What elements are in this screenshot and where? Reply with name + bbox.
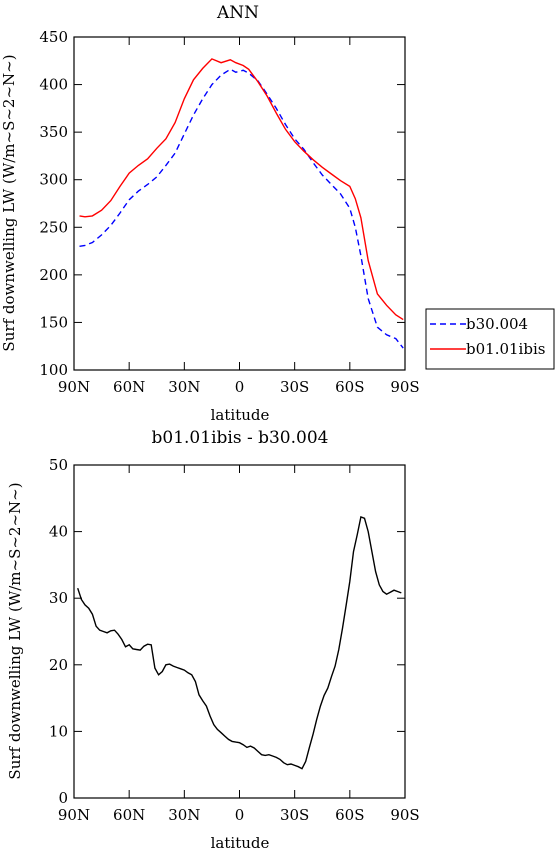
x-tick-label: 0: [235, 378, 245, 396]
plot-frame: [73, 464, 406, 799]
chart-title: b01.01ibis - b30.004: [152, 428, 329, 448]
x-tick-label: 30S: [280, 806, 309, 824]
series-line-b30-004: [79, 68, 404, 349]
x-tick-label: 30N: [168, 378, 200, 396]
y-tick-label: 300: [39, 171, 68, 189]
x-tick-label: 60N: [113, 806, 145, 824]
y-tick-label: 350: [39, 123, 68, 141]
y-tick-label: 400: [39, 76, 68, 94]
panel-difference: b01.01ibis - b30.004 0 10 20 30 40 50 90N 60N 3…: [6, 428, 420, 852]
y-tick-label: 150: [39, 313, 68, 331]
x-axis-label: latitude: [211, 834, 270, 852]
x-axis-ticks: 90N 60N 30N 0 30S 60S 90S: [58, 37, 420, 396]
legend-label-b30-004: b30.004: [466, 315, 528, 333]
y-axis-label: Surf downwelling LW (W/m~S~2~N~): [0, 54, 18, 351]
x-tick-label: 0: [235, 806, 245, 824]
y-tick-label: 200: [39, 266, 68, 284]
x-tick-label: 30S: [280, 378, 309, 396]
y-tick-label: 10: [49, 722, 68, 740]
x-axis-label: latitude: [211, 406, 270, 424]
y-tick-label: 40: [49, 523, 68, 541]
series-line-b01-01ibis: [79, 58, 404, 321]
y-tick-label: 50: [49, 456, 68, 474]
panel-annual-mean: ANN 100 150 200 250 300 350 400 450 90N 60N 30N 0 3…: [0, 3, 420, 424]
y-tick-label: 20: [49, 656, 68, 674]
x-tick-label: 90S: [390, 378, 419, 396]
x-axis-ticks: 90N 60N 30N 0 30S 60S 90S: [58, 465, 420, 824]
series-lines: [77, 515, 402, 770]
x-tick-label: 90N: [58, 806, 90, 824]
y-tick-label: 30: [49, 589, 68, 607]
x-tick-label: 90S: [390, 806, 419, 824]
y-tick-label: 100: [39, 361, 68, 379]
legend-label-b01-01ibis: b01.01ibis: [466, 340, 545, 358]
y-axis-ticks: 0 10 20 30 40 50: [49, 456, 405, 807]
y-axis-ticks: 100 150 200 250 300 350 400 450: [39, 28, 405, 379]
series-lines: [79, 58, 404, 349]
y-tick-label: 250: [39, 218, 68, 236]
x-tick-label: 60S: [335, 806, 364, 824]
legend-box: [425, 308, 555, 370]
y-axis-label: Surf downwelling LW (W/m~S~2~N~): [6, 482, 24, 779]
plot-frame: [73, 36, 406, 371]
x-tick-label: 90N: [58, 378, 90, 396]
y-tick-label: 450: [39, 28, 68, 46]
legend: b30.004 b01.01ibis: [425, 308, 555, 370]
y-tick-label: 0: [58, 789, 68, 807]
chart-title: ANN: [216, 3, 259, 23]
x-tick-label: 60N: [113, 378, 145, 396]
series-line-series: [77, 515, 402, 770]
x-tick-label: 30N: [168, 806, 200, 824]
x-tick-label: 60S: [335, 378, 364, 396]
